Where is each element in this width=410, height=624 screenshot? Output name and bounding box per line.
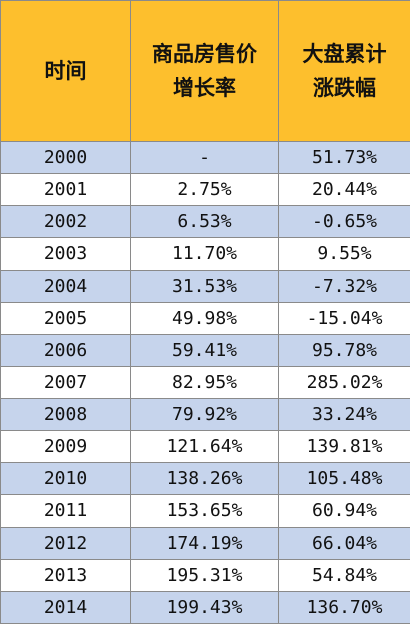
table-cell: 2000 xyxy=(0,140,131,175)
table-row: 2002 6.53% -0.65% xyxy=(0,205,410,239)
table-cell: - xyxy=(130,140,279,175)
table-row: 2006 59.41% 95.78% xyxy=(0,333,410,367)
table-cell: 2014 xyxy=(0,590,131,624)
table-row: 2007 82.95% 285.02% xyxy=(0,365,410,400)
table-cell: 2001 xyxy=(0,173,131,207)
table-cell: 199.43% xyxy=(130,590,279,624)
table-cell: 31.53% xyxy=(130,269,279,303)
table-cell: 2007 xyxy=(0,365,131,400)
table-cell: 2012 xyxy=(0,526,131,560)
header-cell: 时间 xyxy=(0,0,131,142)
header-cell: 大盘累计 涨跌幅 xyxy=(278,0,410,142)
header-text: 涨跌幅 xyxy=(313,76,376,100)
table-cell: 285.02% xyxy=(278,365,410,400)
table-cell: 33.24% xyxy=(278,397,410,432)
table-cell: 2005 xyxy=(0,301,131,335)
table-cell: 2009 xyxy=(0,430,131,464)
table-cell: 2008 xyxy=(0,397,131,432)
header-cell: 商品房售价 增长率 xyxy=(130,0,279,142)
table-cell: 54.84% xyxy=(278,558,410,592)
header-text: 时间 xyxy=(44,59,87,83)
header-text: 大盘累计 xyxy=(302,42,387,66)
table-row: 2000-51.73% xyxy=(0,140,410,175)
table-cell: 95.78% xyxy=(278,333,410,367)
table-cell: 2011 xyxy=(0,494,131,528)
table-row: 2003 11.70% 9.55% xyxy=(0,237,410,271)
table-cell: 60.94% xyxy=(278,494,410,528)
table-cell: 2004 xyxy=(0,269,131,303)
table-row: 2008 79.92% 33.24% xyxy=(0,397,410,432)
table-cell: 9.55% xyxy=(278,237,410,271)
table-cell: 20.44% xyxy=(278,173,410,207)
header-text: 商品房售价 xyxy=(152,42,257,66)
table-row: 2014 199.43% 136.70% xyxy=(0,590,410,624)
table-row: 2013 195.31% 54.84% xyxy=(0,558,410,592)
table-cell: 49.98% xyxy=(130,301,279,335)
table-cell: 139.81% xyxy=(278,430,410,464)
table-cell: 153.65% xyxy=(130,494,279,528)
table-row: 2004 31.53% -7.32% xyxy=(0,269,410,303)
table-cell: 174.19% xyxy=(130,526,279,560)
table-row: 2005 49.98% -15.04% xyxy=(0,301,410,335)
header-row: 时间 商品房售价 增长率 大盘累计 涨跌幅 xyxy=(0,0,410,142)
table-row: 2010 138.26% 105.48% xyxy=(0,462,410,496)
table-cell: 2002 xyxy=(0,205,131,239)
table-row: 2012 174.19% 66.04% xyxy=(0,526,410,560)
table-cell: 6.53% xyxy=(130,205,279,239)
table-cell: -15.04% xyxy=(278,301,410,335)
table-cell: 2006 xyxy=(0,333,131,367)
table-cell: 136.70% xyxy=(278,590,410,624)
table-row: 2009 121.64% 139.81% xyxy=(0,430,410,464)
table-cell: 2.75% xyxy=(130,173,279,207)
header-text: 增长率 xyxy=(173,76,236,100)
table-cell: 138.26% xyxy=(130,462,279,496)
table-cell: 195.31% xyxy=(130,558,279,592)
table-row: 2001 2.75% 20.44% xyxy=(0,173,410,207)
table-cell: -0.65% xyxy=(278,205,410,239)
table-cell: 79.92% xyxy=(130,397,279,432)
table-cell: 105.48% xyxy=(278,462,410,496)
table-cell: -7.32% xyxy=(278,269,410,303)
table-cell: 66.04% xyxy=(278,526,410,560)
table-cell: 11.70% xyxy=(130,237,279,271)
table-cell: 2003 xyxy=(0,237,131,271)
table-row: 2011 153.65% 60.94% xyxy=(0,494,410,528)
table-cell: 51.73% xyxy=(278,140,410,175)
table-cell: 59.41% xyxy=(130,333,279,367)
table-cell: 82.95% xyxy=(130,365,279,400)
table-cell: 2010 xyxy=(0,462,131,496)
table-cell: 121.64% xyxy=(130,430,279,464)
table-body: 2000-51.73% 2001 2.75% 20.44% 2002 6.53% -0.65… xyxy=(0,140,410,624)
table-cell: 2013 xyxy=(0,558,131,592)
